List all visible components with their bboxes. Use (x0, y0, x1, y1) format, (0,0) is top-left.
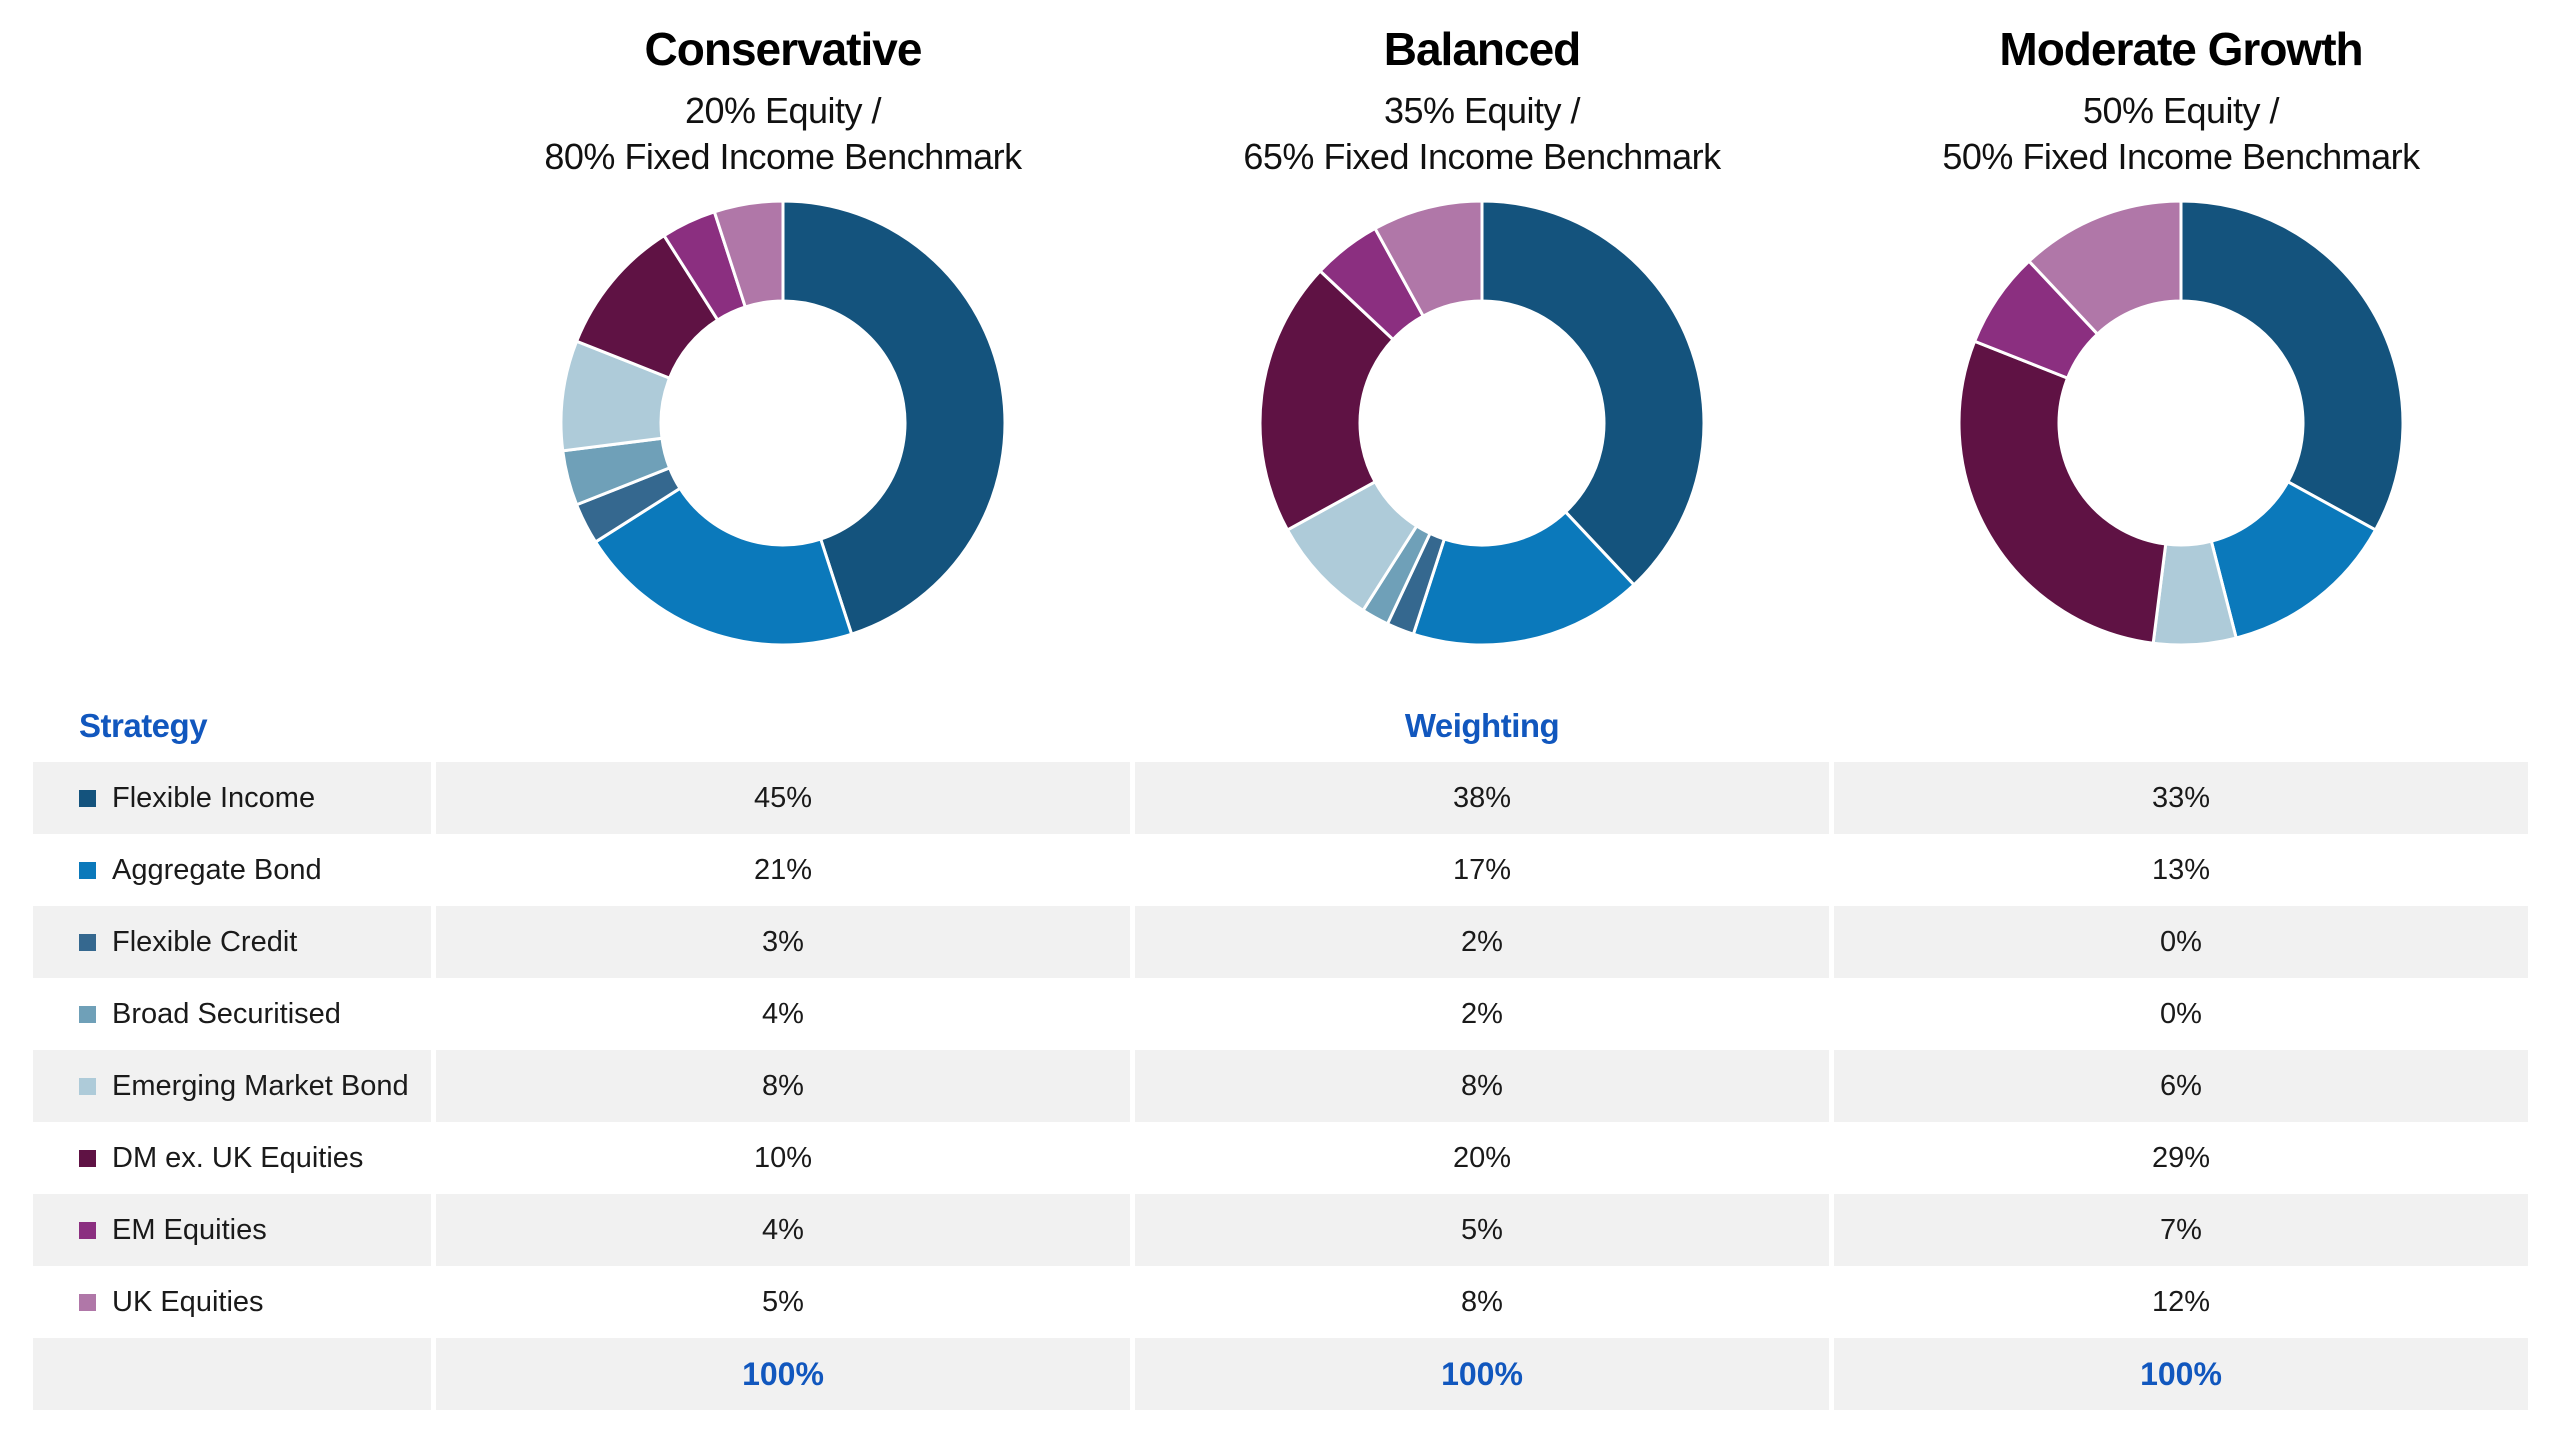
strategy-cell: Aggregate Bond (33, 834, 431, 906)
strategy-cell: UK Equities (33, 1266, 431, 1338)
legend-swatch-icon (79, 933, 96, 951)
chart-moderate-growth: Moderate Growth 50% Equity / 50% Fixed I… (1834, 0, 2528, 648)
strategy-label: Aggregate Bond (112, 853, 322, 886)
chart-balanced: Balanced 35% Equity / 65% Fixed Income B… (1135, 0, 1829, 648)
weighting-value-balanced: 38% (1135, 762, 1829, 834)
weighting-value-conservative: 10% (436, 1122, 1130, 1194)
chart-title-conservative: Conservative (644, 23, 923, 75)
subtitle-line-2: 50% Fixed Income Benchmark (1942, 136, 2420, 177)
donut-segment-uk-equities (712, 199, 785, 309)
weighting-value-balanced: 2% (1135, 978, 1829, 1050)
strategy-label: Emerging Market Bond (112, 1069, 409, 1102)
weighting-value-conservative: 5% (436, 1266, 1130, 1338)
weighting-value-moderate-growth: 7% (1834, 1194, 2528, 1266)
donut-chart-conservative (559, 199, 1007, 647)
chart-title-balanced: Balanced (1383, 23, 1582, 75)
weighting-value-moderate-growth: 0% (1834, 906, 2528, 978)
subtitle-line-1: 20% Equity / (684, 90, 882, 131)
subtitle-line-1: 50% Equity / (2082, 90, 2280, 131)
strategy-label: Flexible Credit (112, 925, 298, 958)
weighting-value-balanced: 17% (1135, 834, 1829, 906)
weighting-value-moderate-growth: 33% (1834, 762, 2528, 834)
table-header-row: Strategy Weighting (33, 690, 2528, 762)
table-row-flexible-credit: Flexible Credit 3% 2% 0% (33, 906, 2528, 978)
donut-segment-aggregate-bond (593, 486, 854, 647)
legend-swatch-icon (79, 1149, 96, 1167)
legend-swatch-icon (79, 789, 96, 807)
weighting-value-moderate-growth: 29% (1834, 1122, 2528, 1194)
donut-segment-uk-equities (1373, 199, 1484, 319)
weighting-value-balanced: 5% (1135, 1194, 1829, 1266)
subtitle-line-1: 35% Equity / (1383, 90, 1581, 131)
chart-subtitle-moderate-growth: 50% Equity / 50% Fixed Income Benchmark (1834, 88, 2528, 180)
strategy-cell: DM ex. UK Equities (33, 1122, 431, 1194)
total-value-moderate-growth: 100% (1834, 1338, 2528, 1410)
weighting-value-moderate-growth: 6% (1834, 1050, 2528, 1122)
donut-chart-balanced (1258, 199, 1706, 647)
donut-segment-dm-ex-uk-equities (1258, 268, 1396, 532)
weighting-table: Strategy Weighting Flexible Income 45% 38%… (33, 690, 2528, 1410)
weighting-value-balanced: 2% (1135, 906, 1829, 978)
chart-title-moderate-growth: Moderate Growth (1999, 23, 2363, 75)
total-value-balanced: 100% (1135, 1338, 1829, 1410)
table-row-aggregate-bond: Aggregate Bond 21% 17% 13% (33, 834, 2528, 906)
weighting-value-balanced: 8% (1135, 1050, 1829, 1122)
weighting-value-conservative: 4% (436, 978, 1130, 1050)
donut-segment-flexible-income (1480, 199, 1706, 587)
donut-chart-moderate-growth (1957, 199, 2405, 647)
legend-swatch-icon (79, 1293, 96, 1311)
table-row-emerging-market-bond: Emerging Market Bond 8% 8% 6% (33, 1050, 2528, 1122)
strategy-cell: EM Equities (33, 1194, 431, 1266)
legend-swatch-icon (79, 1221, 96, 1239)
charts-row: Conservative 20% Equity / 80% Fixed Inco… (436, 0, 2528, 648)
table-body: Flexible Income 45% 38% 33% Aggregate Bond 21… (33, 762, 2528, 1338)
weighting-value-moderate-growth: 12% (1834, 1266, 2528, 1338)
chart-subtitle-balanced: 35% Equity / 65% Fixed Income Benchmark (1135, 88, 1829, 180)
weighting-value-conservative: 8% (436, 1050, 1130, 1122)
weighting-value-balanced: 8% (1135, 1266, 1829, 1338)
subtitle-line-2: 65% Fixed Income Benchmark (1243, 136, 1721, 177)
strategy-cell: Flexible Credit (33, 906, 431, 978)
weighting-value-moderate-growth: 13% (1834, 834, 2528, 906)
weighting-value-moderate-growth: 0% (1834, 978, 2528, 1050)
weighting-value-conservative: 4% (436, 1194, 1130, 1266)
strategy-header: Strategy (79, 707, 208, 744)
total-row-spacer (33, 1338, 431, 1410)
chart-subtitle-conservative: 20% Equity / 80% Fixed Income Benchmark (436, 88, 1130, 180)
donut-segment-dm-ex-uk-equities (1957, 339, 2168, 645)
table-row-broad-securitised: Broad Securitised 4% 2% 0% (33, 978, 2528, 1050)
table-row-em-equities: EM Equities 4% 5% 7% (33, 1194, 2528, 1266)
strategy-cell: Emerging Market Bond (33, 1050, 431, 1122)
weighting-value-conservative: 45% (436, 762, 1130, 834)
legend-swatch-icon (79, 861, 96, 879)
donut-segment-aggregate-bond (1411, 509, 1637, 647)
legend-swatch-icon (79, 1005, 96, 1023)
weighting-header: Weighting (1404, 707, 1560, 744)
total-row: 100% 100% 100% (33, 1338, 2528, 1410)
subtitle-line-2: 80% Fixed Income Benchmark (544, 136, 1022, 177)
chart-conservative: Conservative 20% Equity / 80% Fixed Inco… (436, 0, 1130, 648)
weighting-value-conservative: 21% (436, 834, 1130, 906)
table-row-dm-ex-uk-equities: DM ex. UK Equities 10% 20% 29% (33, 1122, 2528, 1194)
strategy-cell: Broad Securitised (33, 978, 431, 1050)
strategy-label: UK Equities (112, 1285, 264, 1318)
strategy-label: Broad Securitised (112, 997, 341, 1030)
weighting-value-balanced: 20% (1135, 1122, 1829, 1194)
strategy-label: EM Equities (112, 1213, 267, 1246)
donut-segment-uk-equities (2026, 199, 2183, 337)
donut-segment-flexible-income (2179, 199, 2405, 532)
legend-swatch-icon (79, 1077, 96, 1095)
table-row-flexible-income: Flexible Income 45% 38% 33% (33, 762, 2528, 834)
weighting-value-conservative: 3% (436, 906, 1130, 978)
strategy-label: Flexible Income (112, 781, 316, 814)
strategy-cell: Flexible Income (33, 762, 431, 834)
strategy-label: DM ex. UK Equities (112, 1141, 364, 1174)
total-value-conservative: 100% (436, 1338, 1130, 1410)
table-row-uk-equities: UK Equities 5% 8% 12% (33, 1266, 2528, 1338)
donut-segment-flexible-income (781, 199, 1007, 637)
